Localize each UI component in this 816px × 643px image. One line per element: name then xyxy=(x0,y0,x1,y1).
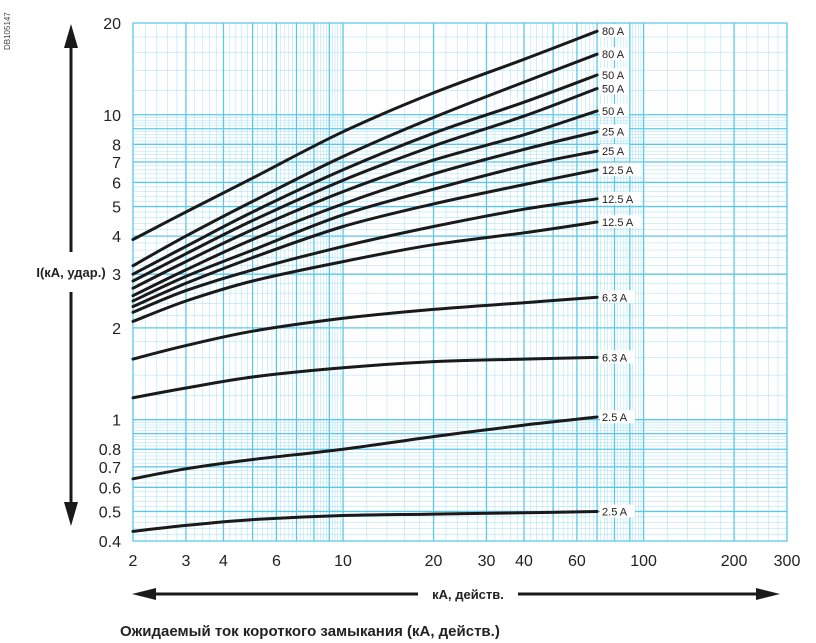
curve-label: 12.5 A xyxy=(602,165,634,177)
curve-label: 12.5 A xyxy=(602,194,634,206)
curve-label-bg xyxy=(600,81,629,95)
curve-label-bg xyxy=(600,103,629,117)
curve-label-bg xyxy=(600,124,629,138)
curve-9 xyxy=(131,220,599,323)
curve-label-bg xyxy=(600,214,642,228)
x-tick-label: 2 xyxy=(129,553,138,570)
x-tick-label: 3 xyxy=(181,553,190,570)
curve-3 xyxy=(131,87,599,283)
curve-13 xyxy=(131,510,599,533)
curve-2 xyxy=(131,73,599,276)
x-tick-label: 30 xyxy=(478,553,496,570)
y-tick-label: 0.6 xyxy=(99,480,121,497)
curve-8 xyxy=(131,197,599,314)
curve-label: 6.3 A xyxy=(602,352,628,364)
x-tick-label: 6 xyxy=(272,553,281,570)
curve-label: 2.5 A xyxy=(602,412,628,424)
curve-7 xyxy=(131,168,599,308)
curve-label-bg xyxy=(600,24,629,38)
curve-label: 50 A xyxy=(602,83,625,95)
y-tick-label: 7 xyxy=(112,155,121,172)
curve-label: 50 A xyxy=(602,70,625,82)
curve-label-bg xyxy=(600,290,636,304)
curve-label: 25 A xyxy=(602,146,625,158)
x-tick-label: 200 xyxy=(721,553,748,570)
y-tick-label: 1 xyxy=(112,413,121,430)
y-tick-label: 0.4 xyxy=(99,534,121,551)
curve-series xyxy=(131,29,599,533)
y-axis-arrow xyxy=(64,24,78,526)
curve-label: 25 A xyxy=(602,127,625,139)
curve-label-bg xyxy=(600,191,642,205)
y-tick-label: 0.5 xyxy=(99,504,121,521)
y-tick-label: 6 xyxy=(112,175,121,192)
x-tick-label: 300 xyxy=(774,553,801,570)
curve-10 xyxy=(131,295,599,361)
curve-label-bg xyxy=(600,410,636,424)
y-tick-label: 5 xyxy=(112,200,121,217)
x-tick-label: 40 xyxy=(515,553,533,570)
y-tick-label: 0.7 xyxy=(99,460,121,477)
curve-label-bg xyxy=(600,47,629,61)
curve-label: 80 A xyxy=(602,26,625,38)
curve-labels: 80 A80 A50 A50 A50 A25 A25 A12.5 A12.5 A… xyxy=(600,24,642,518)
curve-11 xyxy=(131,355,599,400)
x-tick-label: 60 xyxy=(568,553,586,570)
y-tick-label: 10 xyxy=(103,108,121,125)
curve-label: 2.5 A xyxy=(602,506,628,518)
curve-label-bg xyxy=(600,350,636,364)
x-axis-title: кА, действ. xyxy=(432,587,504,602)
y-axis-title: I(кА, удар.) xyxy=(36,265,105,280)
x-axis-arrow xyxy=(132,588,780,600)
curve-label-bg xyxy=(600,68,629,82)
major-gridlines xyxy=(132,22,788,542)
x-tick-labels: 2 3 4 6 10 20 30 40 60 100 200 300 xyxy=(129,553,801,570)
curve-label: 50 A xyxy=(602,106,625,118)
chart-caption: Ожидаемый ток короткого замыкания (кА, д… xyxy=(120,623,500,640)
x-tick-label: 10 xyxy=(334,553,352,570)
curve-1 xyxy=(131,52,599,268)
x-tick-label: 4 xyxy=(219,553,228,570)
x-tick-label: 20 xyxy=(425,553,443,570)
y-tick-labels: 0.4 0.5 0.6 0.70.8 1 2 3 4 5 6 78 10 20 xyxy=(99,16,121,551)
y-tick-label: 4 xyxy=(112,229,121,246)
curve-label: 80 A xyxy=(602,49,625,61)
y-tick-label: 8 xyxy=(112,137,121,154)
curve-5 xyxy=(131,130,599,298)
curve-4 xyxy=(131,109,599,290)
curve-label: 6.3 A xyxy=(602,292,628,304)
curve-0 xyxy=(131,29,599,241)
curve-label-bg xyxy=(600,504,636,518)
y-tick-label: 3 xyxy=(112,267,121,284)
curve-label-bg xyxy=(600,144,629,158)
x-tick-label: 100 xyxy=(630,553,657,570)
curve-label-bg xyxy=(600,162,642,176)
curve-12 xyxy=(131,415,599,481)
curve-label: 12.5 A xyxy=(602,217,634,229)
y-tick-label: 20 xyxy=(103,16,121,33)
curve-6 xyxy=(131,149,599,303)
y-tick-label: 0.8 xyxy=(99,442,121,459)
y-tick-label: 2 xyxy=(112,321,121,338)
document-id: DB105147 xyxy=(3,12,12,50)
